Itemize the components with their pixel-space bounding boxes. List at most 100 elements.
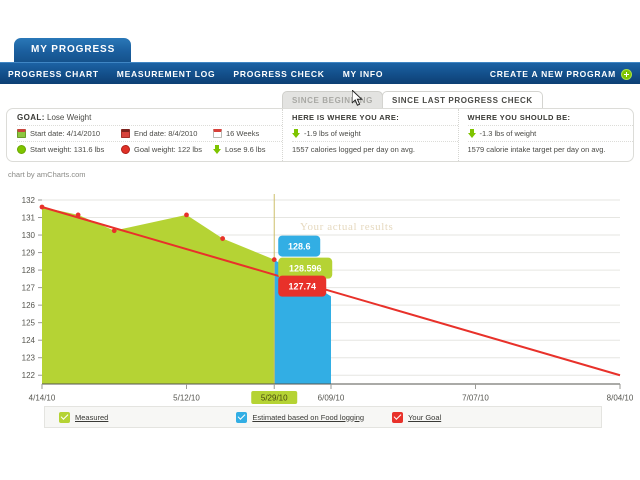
- data-label-measured-text: 128.596: [289, 264, 322, 274]
- goal-weight-text: Goal weight: 122 lbs: [134, 145, 202, 154]
- nav-item-my-info[interactable]: MY INFO: [342, 69, 384, 79]
- lose-amount-cell: Lose 9.6 lbs: [213, 144, 266, 155]
- nav-item-progress-chart[interactable]: PROGRESS CHART: [8, 69, 99, 79]
- series-line-your-goal: [41, 206, 621, 377]
- nav-item-progress-check[interactable]: PROGRESS CHECK: [233, 69, 325, 79]
- weight-progress-area-chart: 132 131 130 129 128 127 126 125 124 123 122 Your ac…: [22, 194, 634, 404]
- legend-checkbox-measured[interactable]: [59, 411, 70, 423]
- legend-label-estimated: Estimated based on Food logging: [252, 412, 365, 422]
- legend-item-estimated[interactable]: Estimated based on Food logging: [236, 411, 365, 423]
- status-columns: HERE IS WHERE YOU ARE: -1.9 lbs of weigh…: [283, 109, 633, 161]
- y-axis-tick-label: 131: [22, 214, 36, 223]
- goal-weights-row: Start weight: 131.6 lbs Goal weight: 122…: [17, 141, 282, 157]
- goal-dates-row: Start date: 4/14/2010 End date: 8/4/2010…: [17, 125, 282, 141]
- y-axis-tick-label: 130: [22, 231, 36, 240]
- here-you-are-column: HERE IS WHERE YOU ARE: -1.9 lbs of weigh…: [283, 109, 458, 161]
- lose-amount-text: Lose 9.6 lbs: [225, 145, 266, 154]
- legend-item-your-goal[interactable]: Your Goal: [392, 411, 442, 423]
- data-label-estimated-text: 128.6: [288, 242, 311, 252]
- x-axis-tick-label: 4/14/10: [29, 394, 56, 403]
- arrow-down-icon: [213, 144, 221, 155]
- calendar-red-icon: [121, 129, 130, 138]
- legend-label-your-goal: Your Goal: [408, 412, 442, 422]
- data-label-estimated: 128.6: [278, 235, 321, 257]
- goal-title: GOAL: Lose Weight: [17, 113, 282, 125]
- series-area-measured: [42, 207, 275, 384]
- should-weight-text: -1.3 lbs of weight: [479, 129, 537, 138]
- y-axis-tick-label: 129: [22, 249, 36, 258]
- here-you-are-weight-row: -1.9 lbs of weight: [292, 125, 458, 141]
- start-date-cell: Start date: 4/14/2010: [17, 129, 121, 138]
- x-axis-tick-label: 7/07/10: [462, 394, 489, 403]
- should-calories-text: 1579 calorie intake target per day on av…: [467, 145, 606, 154]
- tab-strip: MY PROGRESS: [0, 38, 640, 62]
- end-date-cell: End date: 8/4/2010: [121, 129, 213, 138]
- y-axis-tick-label: 127: [22, 284, 36, 293]
- data-point-measured: [39, 204, 45, 210]
- start-date-text: Start date: 4/14/2010: [30, 129, 101, 138]
- end-date-text: End date: 8/4/2010: [134, 129, 198, 138]
- here-weight-cell: -1.9 lbs of weight: [292, 128, 361, 139]
- here-calories-text: 1557 calories logged per day on avg.: [292, 145, 416, 154]
- data-point-measured: [220, 236, 226, 241]
- nav-items: PROGRESS CHART MEASUREMENT LOG PROGRESS …: [8, 63, 401, 85]
- legend-label-measured: Measured: [75, 412, 109, 422]
- period-tabs: SINCE BEGINNING SINCE LAST PROGRESS CHEC…: [282, 90, 543, 109]
- create-new-program-label: CREATE A NEW PROGRAM: [489, 69, 616, 79]
- here-weight-text: -1.9 lbs of weight: [304, 129, 361, 138]
- where-you-should-be-heading: WHERE YOU SHOULD BE:: [467, 113, 571, 122]
- goal-weight-cell: Goal weight: 122 lbs: [121, 145, 213, 154]
- chart-watermark: Your actual results: [300, 221, 393, 233]
- primary-navigation: PROGRESS CHART MEASUREMENT LOG PROGRESS …: [0, 62, 640, 84]
- chart-legend: Measured Estimated based on Food logging…: [44, 406, 602, 428]
- x-axis-highlight-box: [251, 391, 298, 404]
- tab-my-progress[interactable]: MY PROGRESS: [14, 38, 132, 62]
- here-you-are-heading: HERE IS WHERE YOU ARE:: [292, 113, 400, 122]
- data-point-measured: [75, 212, 81, 218]
- calendar-green-icon: [17, 129, 26, 138]
- y-axis-tick-label: 123: [22, 354, 36, 363]
- y-axis-tick-label: 128: [22, 266, 36, 275]
- goal-label: GOAL:: [17, 113, 45, 122]
- arrow-down-icon: [467, 128, 476, 139]
- y-axis-tick-label: 126: [22, 301, 36, 310]
- data-point-measured: [184, 212, 189, 218]
- goal-column: GOAL: Lose Weight Start date: 4/14/2010 …: [7, 109, 283, 161]
- summary-panel: GOAL: Lose Weight Start date: 4/14/2010 …: [6, 108, 634, 162]
- start-weight-cell: Start weight: 131.6 lbs: [17, 145, 121, 154]
- should-weight-cell: -1.3 lbs of weight: [467, 128, 537, 139]
- data-label-your-goal-text: 127.74: [288, 282, 316, 292]
- should-be-calories-row: 1579 calorie intake target per day on av…: [467, 141, 633, 157]
- y-axis-tick-label: 122: [22, 371, 36, 380]
- dot-green-icon: [17, 145, 26, 154]
- legend-item-measured[interactable]: Measured: [59, 411, 109, 423]
- y-axis-tick-label: 132: [22, 196, 36, 205]
- data-label-your-goal: 127.74: [278, 275, 327, 297]
- tab-since-beginning[interactable]: SINCE BEGINNING: [282, 91, 384, 109]
- progress-chart: 132 131 130 129 128 127 126 125 124 123 122 Your ac…: [6, 182, 634, 430]
- x-axis-tick-label: 6/09/10: [318, 394, 345, 403]
- x-axis-tick-label: 5/29/10: [261, 394, 288, 403]
- nav-item-measurement-log[interactable]: MEASUREMENT LOG: [116, 69, 216, 79]
- create-new-program-button[interactable]: CREATE A NEW PROGRAM: [490, 63, 632, 85]
- legend-checkbox-estimated[interactable]: [236, 411, 248, 423]
- x-axis-tick-label: 5/12/10: [173, 394, 200, 403]
- plus-circle-icon: [621, 68, 632, 80]
- x-axis-tick-label: 8/04/10: [607, 394, 634, 403]
- dot-red-icon: [121, 145, 130, 154]
- chart-credit: chart by amCharts.com: [8, 170, 86, 179]
- data-point-measured: [271, 257, 277, 263]
- duration-cell: 16 Weeks: [213, 129, 259, 138]
- start-weight-text: Start weight: 131.6 lbs: [30, 145, 105, 154]
- arrow-down-icon: [292, 128, 300, 139]
- mouse-cursor: [352, 90, 363, 106]
- tab-since-last-progress-check[interactable]: SINCE LAST PROGRESS CHECK: [382, 91, 543, 109]
- y-axis-tick-label: 125: [22, 319, 36, 328]
- data-label-measured: 128.596: [278, 257, 333, 279]
- calendar-white-icon: [213, 129, 222, 138]
- y-axis-tick-label: 124: [22, 336, 36, 345]
- where-you-should-be-column: WHERE YOU SHOULD BE: -1.3 lbs of weight …: [457, 109, 633, 161]
- here-you-are-calories-row: 1557 calories logged per day on avg.: [292, 141, 458, 157]
- legend-checkbox-your-goal[interactable]: [392, 411, 404, 423]
